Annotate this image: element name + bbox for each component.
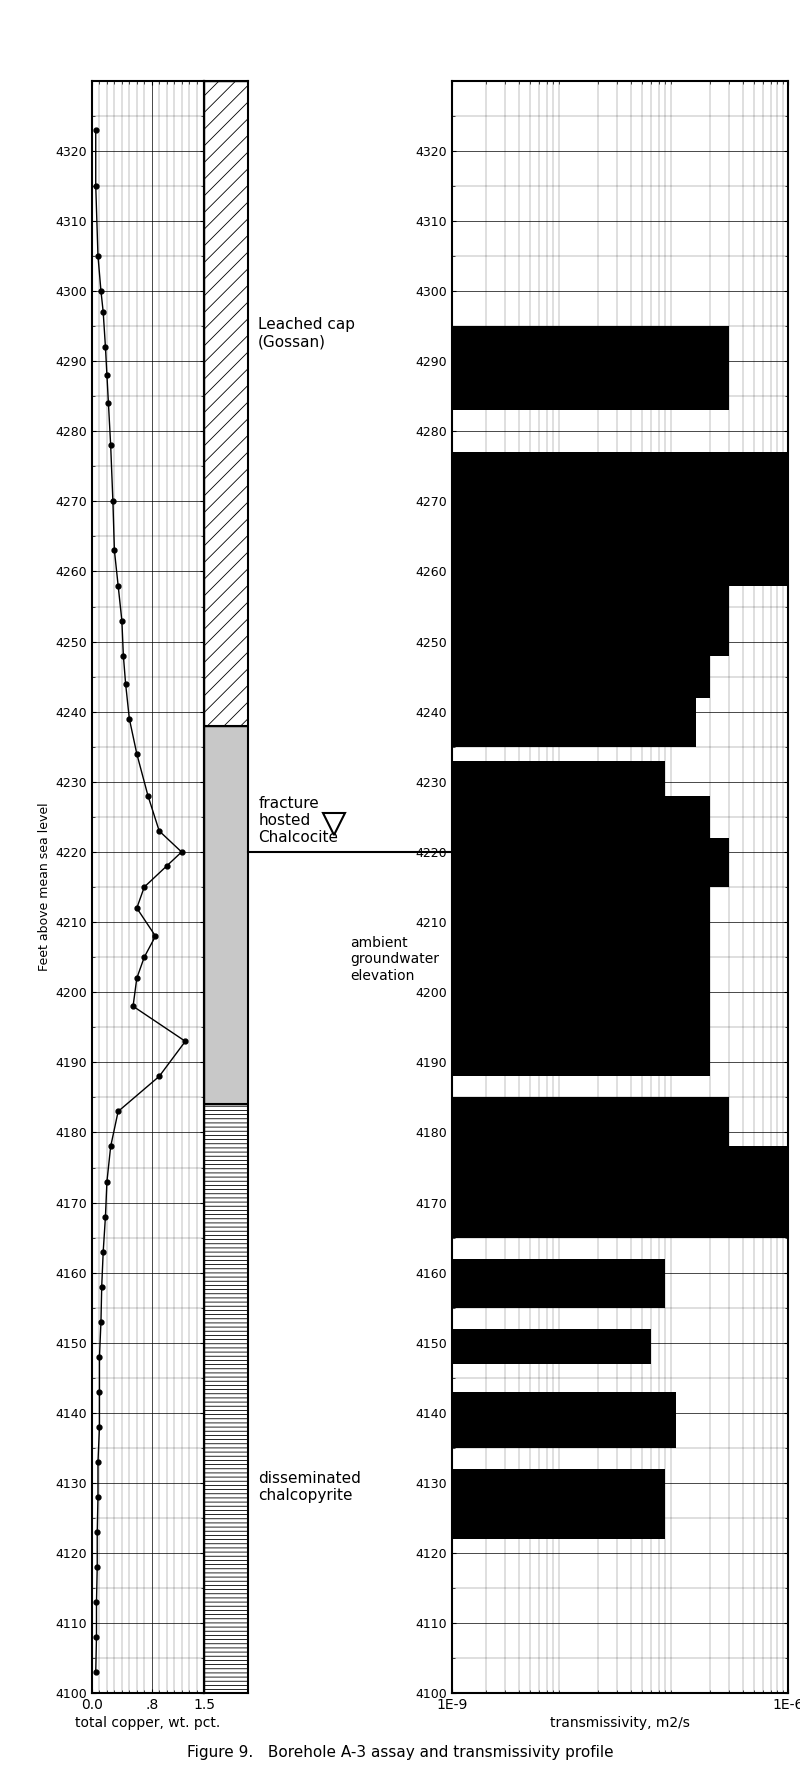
Bar (204, 726, 248, 1104)
Bar (452, 1147, 800, 1238)
X-axis label: total copper, wt. pct.: total copper, wt. pct. (75, 1717, 221, 1731)
Bar (204, 1104, 248, 1693)
Bar (204, 81, 248, 726)
Bar (452, 1258, 665, 1308)
Bar (452, 516, 800, 586)
Bar (452, 1330, 651, 1364)
Bar (452, 1469, 665, 1539)
X-axis label: transmissivity, m2/s: transmissivity, m2/s (550, 1717, 690, 1731)
Bar (452, 1392, 676, 1448)
Bar (452, 1027, 710, 1077)
Bar (452, 762, 665, 796)
Text: ambient
groundwater
elevation: ambient groundwater elevation (350, 935, 439, 982)
Bar (452, 452, 800, 516)
Bar (452, 839, 730, 887)
Bar (452, 326, 730, 410)
Text: disseminated
chalcopyrite: disseminated chalcopyrite (258, 1471, 361, 1503)
Text: Figure 9.   Borehole A-3 assay and transmissivity profile: Figure 9. Borehole A-3 assay and transmi… (186, 1745, 614, 1760)
Text: Leached cap
(Gossan): Leached cap (Gossan) (258, 317, 355, 349)
Bar (452, 887, 710, 935)
Bar (452, 697, 696, 747)
Bar (452, 1097, 730, 1147)
Bar (452, 656, 710, 697)
Bar (452, 935, 710, 978)
Text: fracture
hosted
Chalcocite: fracture hosted Chalcocite (258, 796, 338, 846)
Bar (452, 796, 710, 839)
Bar (452, 978, 710, 1027)
Y-axis label: Feet above mean sea level: Feet above mean sea level (38, 803, 51, 971)
Bar (452, 586, 730, 656)
